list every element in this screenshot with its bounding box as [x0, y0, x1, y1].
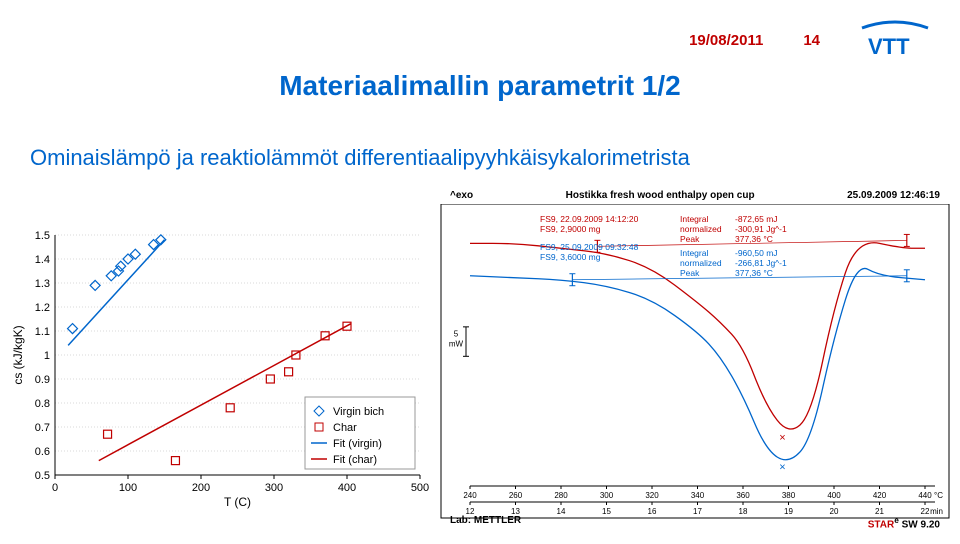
- svg-text:Integral: Integral: [680, 214, 708, 224]
- svg-text:FS9, 2,9000 mg: FS9, 2,9000 mg: [540, 224, 601, 234]
- svg-text:°C: °C: [934, 491, 943, 500]
- scatter-chart: 0.5 0.6 0.7 0.8 0.9 1 1.1 1.2 1.3 1.4 1.5 0 100 200 30…: [10, 230, 430, 510]
- svg-text:0: 0: [52, 482, 58, 494]
- svg-text:1.3: 1.3: [35, 278, 50, 290]
- svg-text:VTT: VTT: [868, 34, 910, 59]
- vtt-logo: VTT: [860, 20, 930, 60]
- svg-text:Fit (virgin): Fit (virgin): [333, 438, 382, 450]
- svg-text:Peak: Peak: [680, 268, 700, 278]
- svg-text:5: 5: [454, 330, 459, 339]
- dsc-chart: ^exo Hostikka fresh wood enthalpy open c…: [440, 190, 950, 530]
- svg-text:360: 360: [736, 491, 750, 500]
- svg-text:100: 100: [119, 482, 137, 494]
- svg-text:0.7: 0.7: [35, 422, 50, 434]
- svg-text:400: 400: [827, 491, 841, 500]
- svg-text:-300,91 Jg^-1: -300,91 Jg^-1: [735, 224, 787, 234]
- header-page: 14: [803, 32, 820, 49]
- chart-title-right: Hostikka fresh wood enthalpy open cup: [566, 190, 755, 201]
- svg-text:300: 300: [600, 491, 614, 500]
- svg-text:Virgin bich: Virgin bich: [333, 406, 384, 418]
- svg-text:0.9: 0.9: [35, 374, 50, 386]
- svg-text:FS9, 22.09.2009 14:12:20: FS9, 22.09.2009 14:12:20: [540, 214, 639, 224]
- svg-text:-872,65 mJ: -872,65 mJ: [735, 214, 778, 224]
- svg-text:280: 280: [554, 491, 568, 500]
- svg-text:260: 260: [509, 491, 523, 500]
- svg-text:FS9, 25.09.2009 09:32:48: FS9, 25.09.2009 09:32:48: [540, 242, 639, 252]
- page-title: Materiaalimallin parametrit 1/2: [0, 70, 960, 102]
- svg-text:×: ×: [779, 461, 785, 473]
- exo-label: ^exo: [450, 190, 473, 201]
- svg-text:380: 380: [782, 491, 796, 500]
- svg-text:1.4: 1.4: [35, 254, 50, 266]
- svg-text:cs (kJ/kgK): cs (kJ/kgK): [11, 325, 25, 384]
- svg-text:400: 400: [338, 482, 356, 494]
- svg-text:240: 240: [463, 491, 477, 500]
- svg-text:Fit (char): Fit (char): [333, 454, 377, 466]
- svg-text:440: 440: [918, 491, 932, 500]
- svg-text:-960,50 mJ: -960,50 mJ: [735, 248, 778, 258]
- svg-text:1.2: 1.2: [35, 302, 50, 314]
- svg-text:300: 300: [265, 482, 283, 494]
- svg-text:420: 420: [873, 491, 887, 500]
- svg-text:377,36 °C: 377,36 °C: [735, 268, 773, 278]
- svg-text:normalized: normalized: [680, 258, 722, 268]
- svg-text:×: ×: [779, 432, 785, 444]
- svg-text:0.5: 0.5: [35, 470, 50, 482]
- svg-text:377,36 °C: 377,36 °C: [735, 234, 773, 244]
- svg-text:Integral: Integral: [680, 248, 708, 258]
- svg-text:320: 320: [645, 491, 659, 500]
- svg-text:FS9, 3,6000 mg: FS9, 3,6000 mg: [540, 252, 601, 262]
- header-date: 19/08/2011: [689, 32, 763, 49]
- svg-text:normalized: normalized: [680, 224, 722, 234]
- svg-text:200: 200: [192, 482, 210, 494]
- svg-text:1: 1: [44, 350, 50, 362]
- svg-text:Char: Char: [333, 422, 357, 434]
- page-subtitle: Ominaislämpö ja reaktiolämmöt differenti…: [30, 145, 690, 171]
- software-label: STARe SW 9.20: [868, 515, 940, 530]
- svg-text:0.8: 0.8: [35, 398, 50, 410]
- svg-text:340: 340: [691, 491, 705, 500]
- svg-text:1.1: 1.1: [35, 326, 50, 338]
- svg-text:Peak: Peak: [680, 234, 700, 244]
- svg-text:1.5: 1.5: [35, 230, 50, 242]
- timestamp-right: 25.09.2009 12:46:19: [847, 190, 940, 201]
- svg-text:mW: mW: [449, 340, 464, 349]
- svg-text:-266,81 Jg^-1: -266,81 Jg^-1: [735, 258, 787, 268]
- lab-label: Lab: METTLER: [450, 515, 521, 530]
- svg-text:0.6: 0.6: [35, 446, 50, 458]
- svg-text:500: 500: [411, 482, 429, 494]
- svg-text:T (C): T (C): [224, 495, 251, 509]
